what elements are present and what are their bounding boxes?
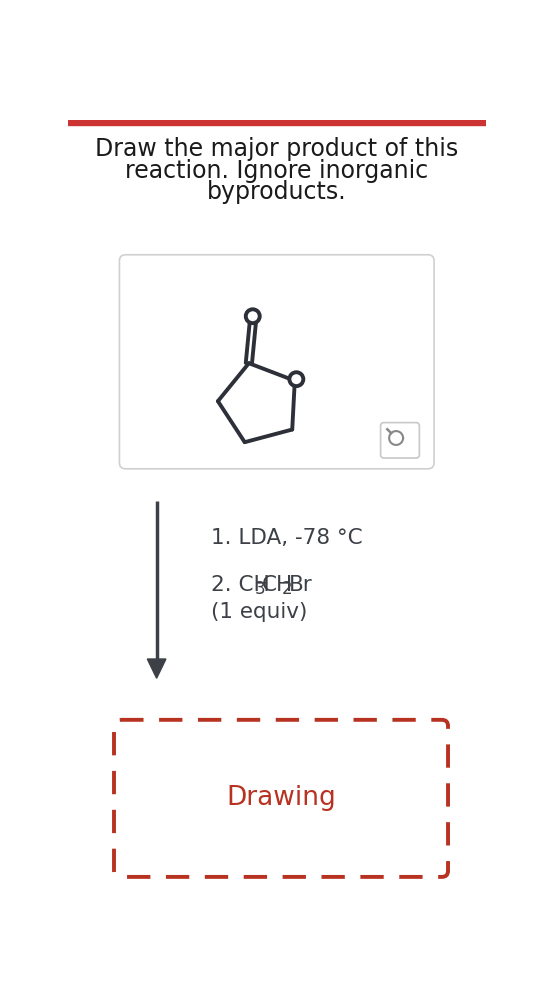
FancyBboxPatch shape xyxy=(114,720,448,877)
Text: byproducts.: byproducts. xyxy=(207,180,347,204)
Text: Draw the major product of this: Draw the major product of this xyxy=(95,137,458,161)
Text: CH: CH xyxy=(262,575,293,595)
Text: Br: Br xyxy=(289,575,313,595)
Text: 3: 3 xyxy=(255,580,266,598)
Text: Drawing: Drawing xyxy=(226,785,336,811)
Text: 2: 2 xyxy=(282,580,293,598)
Circle shape xyxy=(289,372,303,386)
Text: reaction. Ignore inorganic: reaction. Ignore inorganic xyxy=(125,159,428,183)
FancyBboxPatch shape xyxy=(381,423,420,458)
Text: 1. LDA, -78 °C: 1. LDA, -78 °C xyxy=(211,528,362,548)
Text: (1 equiv): (1 equiv) xyxy=(211,602,307,622)
FancyBboxPatch shape xyxy=(119,255,434,469)
Polygon shape xyxy=(147,659,166,678)
Text: 2. CH: 2. CH xyxy=(211,575,269,595)
Bar xyxy=(68,120,486,125)
Circle shape xyxy=(246,309,260,323)
